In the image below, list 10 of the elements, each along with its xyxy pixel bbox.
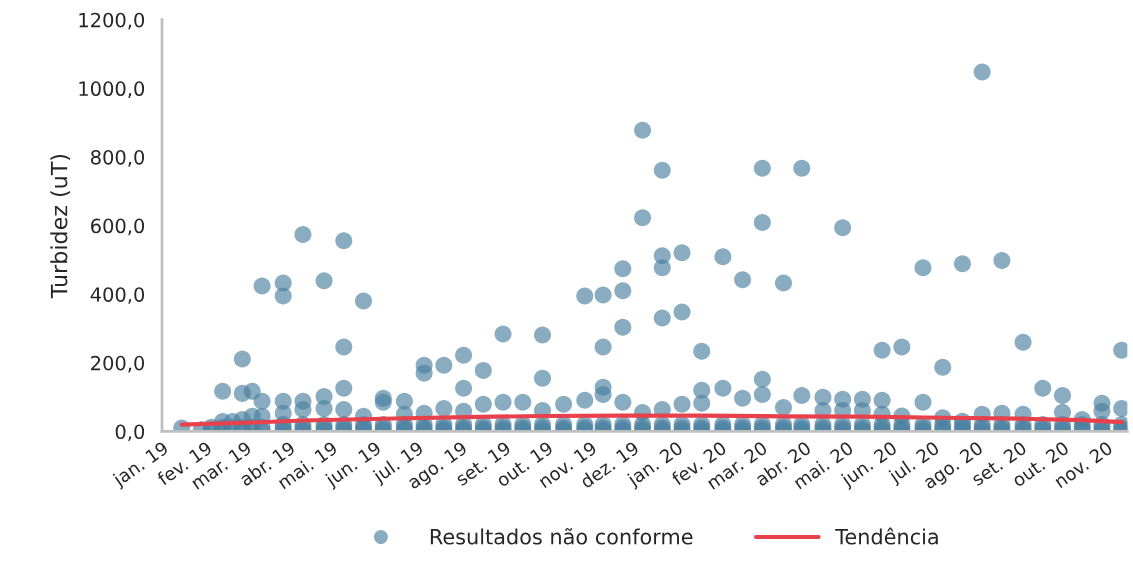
legend-label: Resultados não conforme xyxy=(430,528,693,545)
y-tick-label: 600,0 xyxy=(91,218,145,236)
y-tick-label: 400,0 xyxy=(90,287,145,304)
y-tick-label: 1200,0 xyxy=(79,12,145,30)
y-tick-label: 1000,0 xyxy=(79,81,145,99)
legend-label: Tendência xyxy=(835,527,938,545)
y-tick-label: 200,0 xyxy=(91,355,145,373)
y-axis-title: Turbidez (uT) xyxy=(50,154,71,299)
y-tick-label: 800,0 xyxy=(91,149,145,167)
y-tick-label: 0,0 xyxy=(115,424,145,442)
